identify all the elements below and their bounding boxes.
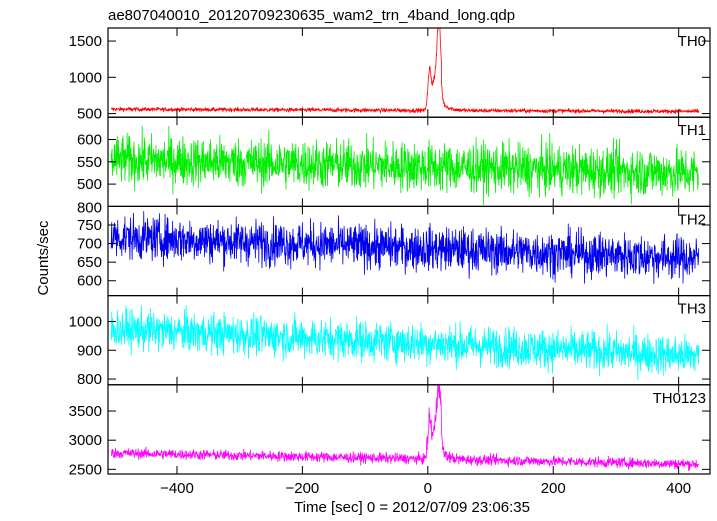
y-tick-label: 1500 [69,33,102,50]
chart-title: ae807040010_20120709230635_wam2_trn_4ban… [108,7,515,24]
x-axis-label: Time [sec] 0 = 2012/07/09 23:06:35 [294,499,530,516]
y-tick-label: 750 [77,217,102,234]
y-tick-label: 500 [77,106,102,123]
x-tick-label: −400 [160,480,194,497]
y-tick-label: 500 [77,176,102,193]
panel-label: TH0 [678,33,706,50]
y-tick-label: 1000 [69,313,102,330]
y-tick-label: 600 [77,132,102,149]
y-axis-label: Counts/sec [35,220,52,296]
y-tick-label: 900 [77,342,102,359]
y-tick-label: 800 [77,371,102,388]
x-tick-label: −200 [285,480,319,497]
y-tick-label: 600 [77,273,102,290]
panel-th3: 800 900 1000 TH3 [69,295,711,388]
y-tick-label: 2500 [69,461,102,478]
series-line-th3 [110,304,700,381]
panel-label: TH3 [678,301,706,318]
panel-label: TH0123 [653,390,706,407]
panel-frame [107,384,711,475]
series-line-th0 [110,28,700,115]
y-tick-label: 1000 [69,69,102,86]
y-tick-label: 3500 [69,403,102,420]
y-tick-label-top: 800 [77,199,102,216]
series-line-th2 [110,210,700,284]
series-line-th0123 [110,384,700,472]
panel-label: TH1 [678,122,706,139]
panel-th1: 500 550 600 TH1 [77,116,711,207]
x-tick-label: 200 [541,480,566,497]
panel-th0: 500 1000 1500 TH0 [69,27,711,123]
y-tick-label: 3000 [69,432,102,449]
y-tick-label: 650 [77,254,102,271]
panel-th0123: 2500 3000 3500 TH0123 [69,384,711,478]
panel-label: TH2 [678,211,706,228]
y-tick-label: 700 [77,236,102,253]
x-tick-label: 400 [666,480,691,497]
x-tick-label: 0 [424,480,432,497]
series-line-th1 [110,125,699,206]
y-tick-label: 550 [77,154,102,171]
panel-frame [107,27,711,118]
